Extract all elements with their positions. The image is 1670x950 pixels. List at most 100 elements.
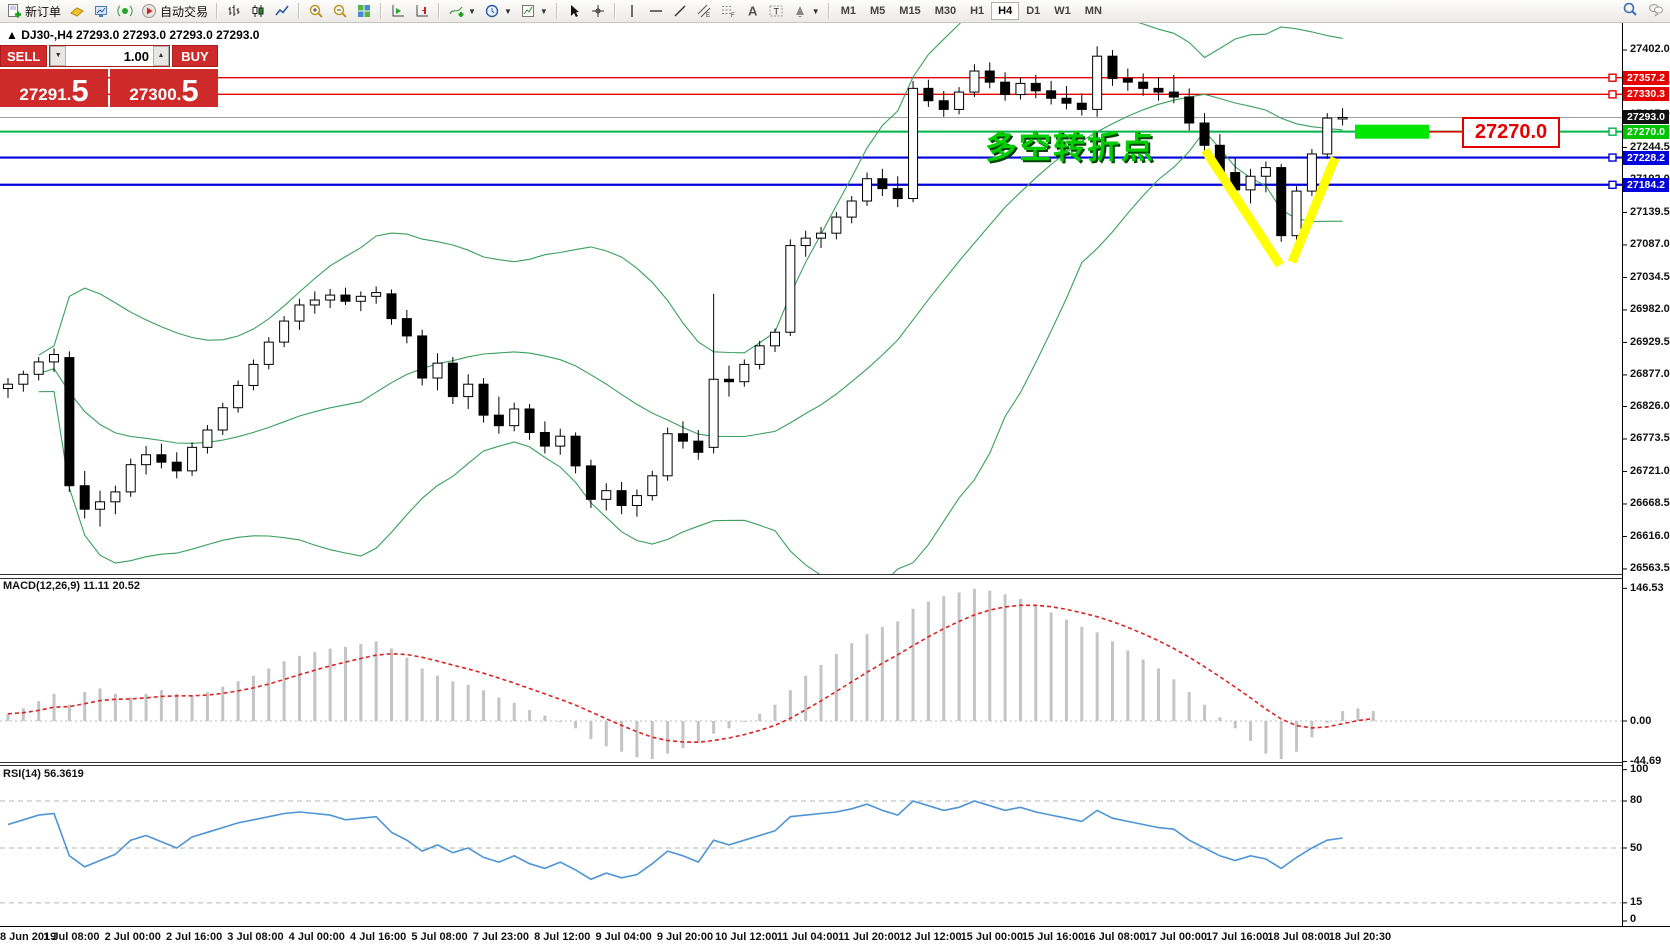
price-callout-box: 27270.0 xyxy=(1462,117,1560,148)
rsi-tick-label: 0 xyxy=(1630,912,1637,925)
search-button[interactable] xyxy=(1622,1,1638,22)
price-badge: 27330.3 xyxy=(1623,87,1669,102)
timeframe-h1-button[interactable]: H1 xyxy=(970,5,985,17)
macd-tick-label: -44.69 xyxy=(1630,754,1662,767)
chevron-down-icon: ▼ xyxy=(503,6,512,16)
price-tick-label: 27402.0 xyxy=(1630,43,1670,56)
turning-point-annotation: 多空转折点 xyxy=(985,129,1156,165)
autotrading-button[interactable]: 自动交易 xyxy=(137,1,212,22)
text-button[interactable]: A xyxy=(740,1,764,21)
candle xyxy=(217,407,228,431)
timeframe-m1-button[interactable]: M1 xyxy=(840,5,856,17)
bar-chart-button[interactable] xyxy=(222,1,246,21)
crosshair-button[interactable] xyxy=(586,1,610,21)
time-tick-label: 8 Jun 2019 xyxy=(0,931,57,943)
periods-icon xyxy=(485,4,499,18)
candle xyxy=(1168,91,1179,98)
search-icon xyxy=(1623,2,1637,16)
candle xyxy=(509,408,520,427)
vertical-line-button[interactable] xyxy=(620,1,644,21)
data-window-button[interactable] xyxy=(89,1,113,21)
zoom-out-button[interactable] xyxy=(328,1,352,21)
candle xyxy=(785,245,796,333)
market-watch-button[interactable] xyxy=(65,1,89,21)
toolbar-separator xyxy=(380,3,383,19)
buy-price[interactable]: 27300. 5 xyxy=(110,69,218,107)
candle xyxy=(1245,175,1256,191)
indicators-button[interactable]: ▼ xyxy=(444,1,480,21)
trendline-button[interactable] xyxy=(668,1,692,21)
candle xyxy=(708,378,719,448)
channel-button[interactable]: E xyxy=(692,1,716,21)
auto-scroll-icon xyxy=(392,5,405,17)
sell-button[interactable]: SELL xyxy=(0,45,48,67)
candle xyxy=(95,501,106,510)
timeframe-h4-button[interactable]: H4 xyxy=(991,2,1020,20)
timeframe-m30-button[interactable]: M30 xyxy=(934,5,957,17)
fibonacci-button[interactable]: F xyxy=(716,1,740,21)
candle xyxy=(1276,167,1287,237)
zoom-in-button[interactable] xyxy=(304,1,328,21)
periods-button[interactable]: ▼ xyxy=(480,1,516,21)
level-line-handle[interactable] xyxy=(1608,153,1617,162)
arrows-icon xyxy=(795,6,804,17)
label-button[interactable]: T xyxy=(764,1,788,21)
volume-input[interactable] xyxy=(66,46,153,66)
time-tick-label: 18 Jul 20:30 xyxy=(1328,931,1392,943)
signals-button[interactable] xyxy=(113,1,137,21)
time-tick-label: 15 Jul 00:00 xyxy=(960,931,1023,943)
time-tick-label: 17 Jul 16:00 xyxy=(1206,931,1269,943)
candle xyxy=(984,70,995,83)
fibonacci-icon: F xyxy=(721,6,735,19)
level-line-handle[interactable] xyxy=(1608,73,1617,82)
arrows-button[interactable]: ▼ xyxy=(788,1,824,21)
candle-chart-button[interactable] xyxy=(246,1,270,21)
chart-shift-button[interactable] xyxy=(410,1,434,21)
volume-decrease-button[interactable]: ▼ xyxy=(50,46,67,66)
time-tick-label: 7 Jul 23:00 xyxy=(472,931,530,943)
cursor-button[interactable] xyxy=(562,1,586,21)
price-tick-label: 26721.0 xyxy=(1630,464,1670,477)
price-tick-label: 27034.5 xyxy=(1630,270,1670,283)
level-line-handle[interactable] xyxy=(1608,90,1617,99)
level-line-handle[interactable] xyxy=(1608,127,1617,136)
chart-plot[interactable] xyxy=(0,23,1670,950)
label-icon: T xyxy=(769,5,783,17)
level-line-handle[interactable] xyxy=(1608,180,1617,189)
timeframe-d1-button[interactable]: D1 xyxy=(1026,5,1041,17)
chart-area[interactable]: ▲ DJ30-,H4 27293.0 27293.0 27293.0 27293… xyxy=(0,23,1670,950)
candle xyxy=(493,414,504,427)
tile-windows-button[interactable] xyxy=(352,1,376,21)
timeframe-m5-button[interactable]: M5 xyxy=(870,5,886,17)
candle xyxy=(263,341,274,365)
horizontal-line-button[interactable] xyxy=(644,1,668,21)
chat-button[interactable] xyxy=(1648,1,1664,22)
candle xyxy=(1061,97,1072,104)
candle xyxy=(1322,117,1333,155)
volume-increase-button[interactable]: ▲ xyxy=(153,46,169,66)
line-chart-button[interactable] xyxy=(270,1,294,21)
buy-price-main: 27300. xyxy=(129,85,182,104)
candle xyxy=(800,237,811,247)
templates-button[interactable]: ▼ xyxy=(516,1,552,21)
candle xyxy=(524,408,535,433)
sell-price[interactable]: 27291. 5 xyxy=(0,69,108,107)
candle xyxy=(233,384,244,409)
timeframe-mn-button[interactable]: MN xyxy=(1084,5,1102,17)
timeframe-w1-button[interactable]: W1 xyxy=(1054,5,1071,17)
toolbar: 新订单 自动交易 ▼ ▼ ▼ E F A T ▼ M1 M5 M15 M30 H1 H4 D1 W1 MN xyxy=(0,0,1670,23)
price-badge: 27184.2 xyxy=(1623,177,1669,192)
candle xyxy=(33,361,44,375)
cursor-icon xyxy=(570,5,579,17)
candle xyxy=(125,464,136,493)
toolbar-separator xyxy=(438,3,441,19)
new-order-button[interactable]: 新订单 xyxy=(2,1,65,22)
channel-icon: E xyxy=(697,4,711,19)
buy-button[interactable]: BUY xyxy=(172,45,218,67)
auto-scroll-button[interactable] xyxy=(386,1,410,21)
volume-stepper[interactable]: ▼ ▲ xyxy=(49,45,170,67)
price-tick-label: 27139.5 xyxy=(1630,205,1670,218)
candle xyxy=(831,216,842,234)
timeframe-m15-button[interactable]: M15 xyxy=(899,5,921,17)
